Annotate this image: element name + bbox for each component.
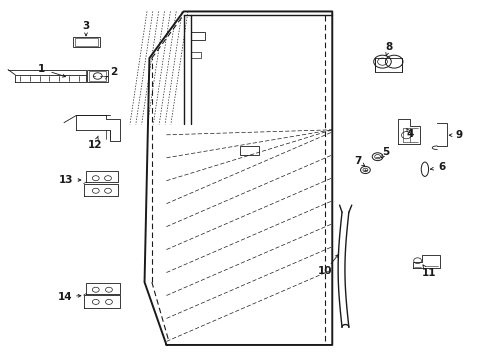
Text: 1: 1 [38, 64, 45, 74]
Text: 12: 12 [87, 140, 102, 150]
Bar [374, 58, 401, 72]
Text: 11: 11 [421, 268, 435, 278]
Bar [89, 71, 106, 81]
Bar [75, 38, 98, 46]
Text: 13: 13 [59, 175, 74, 185]
Bar [190, 32, 204, 40]
Text: 3: 3 [82, 21, 89, 31]
Text: 7: 7 [354, 156, 361, 166]
Text: 9: 9 [454, 130, 462, 140]
Text: 4: 4 [406, 129, 413, 139]
Bar [73, 37, 100, 47]
Text: 2: 2 [110, 67, 117, 77]
Text: 14: 14 [58, 292, 72, 302]
Text: 5: 5 [382, 147, 389, 157]
Bar [239, 146, 259, 155]
Text: 8: 8 [385, 42, 392, 51]
Text: 6: 6 [437, 162, 445, 172]
Text: 10: 10 [317, 266, 331, 276]
Bar [87, 69, 108, 82]
Bar [190, 51, 200, 58]
